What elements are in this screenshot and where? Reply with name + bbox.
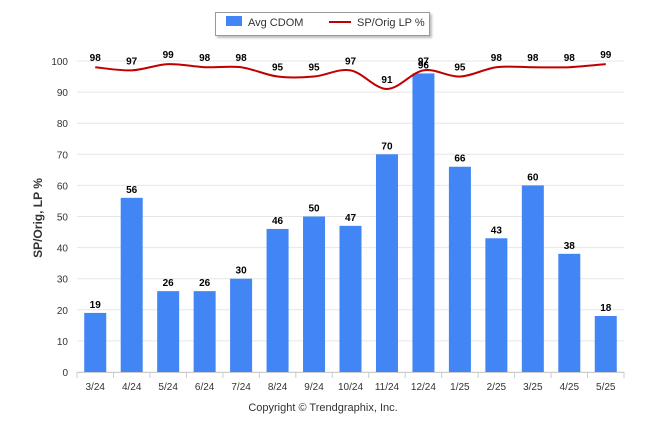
x-tick-label: 6/24 <box>195 382 215 393</box>
x-tick-label: 3/24 <box>85 382 105 393</box>
bar <box>339 225 362 372</box>
x-tick-label: 9/24 <box>304 382 324 393</box>
line-data-label: 98 <box>199 53 211 64</box>
line-data-label: 98 <box>90 53 102 64</box>
bar <box>485 238 508 372</box>
y-tick-label: 50 <box>57 213 69 224</box>
bar <box>84 312 107 372</box>
bar <box>157 291 180 372</box>
bar <box>412 73 435 372</box>
bar-data-label: 56 <box>126 185 138 196</box>
x-tick-label: 4/25 <box>560 382 580 393</box>
line-data-label: 98 <box>491 53 503 64</box>
line-data-label: 99 <box>600 50 612 61</box>
line-data-label: 98 <box>527 53 539 64</box>
legend-label-bar: Avg CDOM <box>248 17 304 29</box>
chart-legend: Avg CDOM SP/Orig LP % <box>215 12 430 36</box>
x-tick-label: 3/25 <box>523 382 543 393</box>
bar-data-label: 60 <box>527 172 539 183</box>
bar-data-label: 19 <box>90 300 102 311</box>
x-tick-label: 5/25 <box>596 382 616 393</box>
y-tick-label: 100 <box>51 57 68 68</box>
bar <box>266 228 289 372</box>
bar <box>558 253 581 372</box>
line-data-label: 99 <box>163 50 175 61</box>
x-tick-label: 10/24 <box>338 382 363 393</box>
y-tick-label: 90 <box>57 88 69 99</box>
x-tick-label: 5/24 <box>158 382 178 393</box>
bar-data-label: 47 <box>345 213 357 224</box>
copyright-text: Copyright © Trendgraphix, Inc. <box>248 402 398 414</box>
bar-data-label: 46 <box>272 216 284 227</box>
legend-swatch-bar <box>226 16 242 26</box>
line-data-label: 95 <box>454 63 466 74</box>
line-data-label: 97 <box>418 56 430 67</box>
y-tick-label: 60 <box>57 181 69 192</box>
bar <box>193 291 216 372</box>
bar-data-label: 38 <box>564 241 576 252</box>
y-tick-label: 10 <box>57 337 69 348</box>
bar <box>303 216 326 372</box>
bar <box>594 316 617 372</box>
legend-swatch-line <box>329 21 351 23</box>
x-tick-label: 1/25 <box>450 382 470 393</box>
line-data-label: 95 <box>272 63 284 74</box>
y-tick-label: 30 <box>57 275 69 286</box>
bar-data-label: 96 <box>418 60 430 71</box>
line-data-label: 95 <box>308 63 320 74</box>
x-tick-label: 8/24 <box>268 382 288 393</box>
bar-data-label: 30 <box>236 266 248 277</box>
line-series <box>95 63 606 90</box>
line-data-label: 98 <box>564 53 576 64</box>
y-tick-label: 40 <box>57 244 69 255</box>
x-tick-label: 11/24 <box>375 382 400 393</box>
y-axis-label: SP/Orig, LP % <box>31 178 45 258</box>
bar-data-label: 18 <box>600 303 612 314</box>
bar <box>230 278 253 372</box>
bar-data-label: 70 <box>381 141 393 152</box>
line-data-label: 97 <box>345 56 357 67</box>
y-tick-label: 0 <box>62 368 68 379</box>
bar-data-label: 66 <box>454 154 466 165</box>
y-tick-label: 20 <box>57 306 69 317</box>
x-tick-label: 4/24 <box>122 382 142 393</box>
bar <box>521 185 544 372</box>
bar <box>120 197 143 372</box>
legend-label-line: SP/Orig LP % <box>357 17 425 29</box>
line-data-label: 98 <box>236 53 248 64</box>
y-tick-label: 80 <box>57 119 69 130</box>
bar-data-label: 26 <box>199 278 211 289</box>
bar-data-label: 50 <box>308 204 320 215</box>
bar <box>448 166 471 372</box>
bar-data-label: 26 <box>163 278 175 289</box>
bar <box>375 154 398 372</box>
x-tick-label: 12/24 <box>411 382 436 393</box>
line-data-label: 91 <box>381 75 393 86</box>
line-data-label: 97 <box>126 56 138 67</box>
bar-data-label: 43 <box>491 225 503 236</box>
y-tick-label: 70 <box>57 150 69 161</box>
x-tick-label: 2/25 <box>487 382 507 393</box>
x-tick-label: 7/24 <box>231 382 251 393</box>
